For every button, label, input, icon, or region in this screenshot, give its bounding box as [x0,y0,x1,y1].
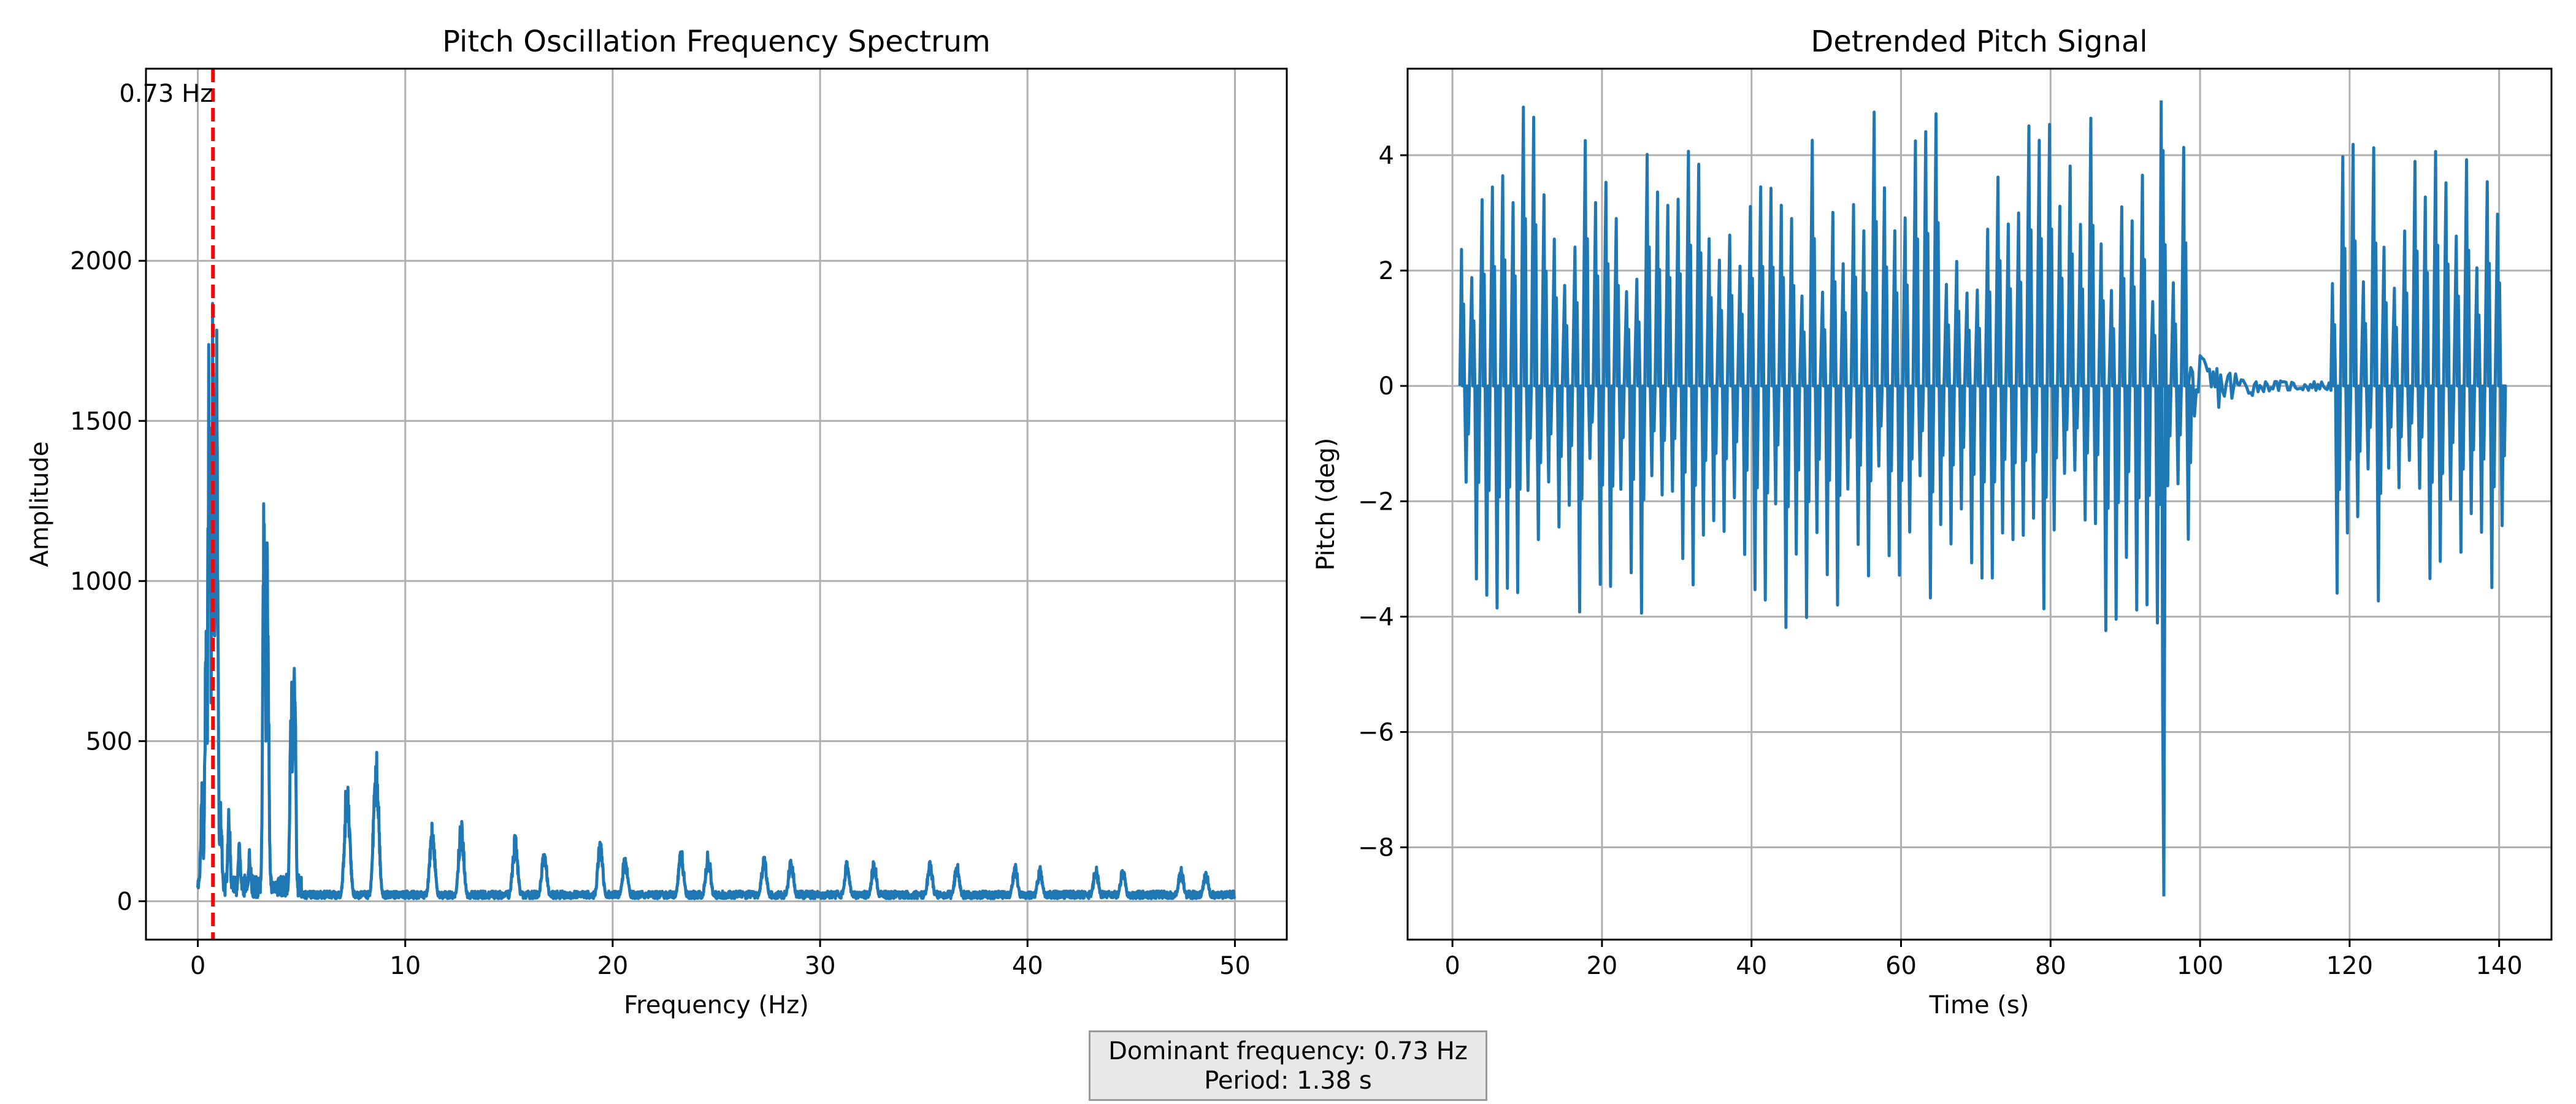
pitch-spike [2158,100,2167,897]
spectrum-grid [146,69,1287,940]
pitch-ytick-label: 0 [1379,372,1394,401]
dominant-frequency-text: Dominant frequency: 0.73 Hz [1108,1037,1468,1065]
spectrum-xtick-label: 0 [190,952,205,980]
pitch-xtick-label: 80 [2035,952,2066,980]
spectrum-xtick-label: 40 [1012,952,1043,980]
pitch-xtick-label: 120 [2326,952,2373,980]
pitch-panel: 0 20 40 60 80 100 120 140 −8 −6 −4 −2 0 2 4 Detrended … [1312,25,2553,1019]
summary-box: Dominant frequency: 0.73 Hz Period: 1.38… [1089,1030,1487,1101]
pitch-xtick-label: 40 [1736,952,1767,980]
pitch-ylabel: Pitch (deg) [1312,438,1340,571]
spectrum-xtick-label: 30 [805,952,836,980]
spectrum-series-line [196,302,1236,900]
spectrum-ylabel: Amplitude [26,442,54,567]
spectrum-ytick-label: 1500 [70,407,132,435]
pitch-xtick-label: 0 [1444,952,1460,980]
pitch-xlabel: Time (s) [1929,991,2030,1019]
pitch-series-line [1458,105,2507,632]
spectrum-frame [145,67,1288,941]
dominant-frequency-label: 0.73 Hz [119,80,213,108]
spectrum-ytick-label: 500 [86,727,132,756]
pitch-ytick-label: 4 [1379,142,1394,170]
pitch-ytick-label: −8 [1358,834,1394,862]
period-text: Period: 1.38 s [1204,1066,1372,1095]
spectrum-ytick-label: 0 [117,887,132,916]
pitch-xtick-label: 140 [2475,952,2522,980]
pitch-xtick-label: 20 [1586,952,1617,980]
spectrum-ytick-label: 1000 [70,567,132,596]
pitch-frame [1406,67,2553,941]
spectrum-xlabel: Frequency (Hz) [624,991,809,1019]
spectrum-title: Pitch Oscillation Frequency Spectrum [442,25,991,59]
pitch-ticks: 0 20 40 60 80 100 120 140 −8 −6 −4 −2 0 2 4 [1358,142,2523,980]
spectrum-marks: 0.73 Hz [119,69,1236,940]
pitch-ytick-label: 2 [1379,257,1394,285]
spectrum-xtick-label: 10 [389,952,421,980]
spectrum-xtick-label: 20 [597,952,628,980]
pitch-ytick-label: −6 [1358,718,1394,746]
pitch-ytick-label: −2 [1358,488,1394,516]
pitch-marks [1458,100,2507,897]
pitch-ytick-label: −4 [1358,603,1394,631]
spectrum-xtick-label: 50 [1219,952,1251,980]
pitch-xtick-label: 100 [2177,952,2223,980]
pitch-xtick-label: 60 [1885,952,1917,980]
pitch-title: Detrended Pitch Signal [1811,25,2147,59]
spectrum-ytick-label: 2000 [70,247,132,275]
